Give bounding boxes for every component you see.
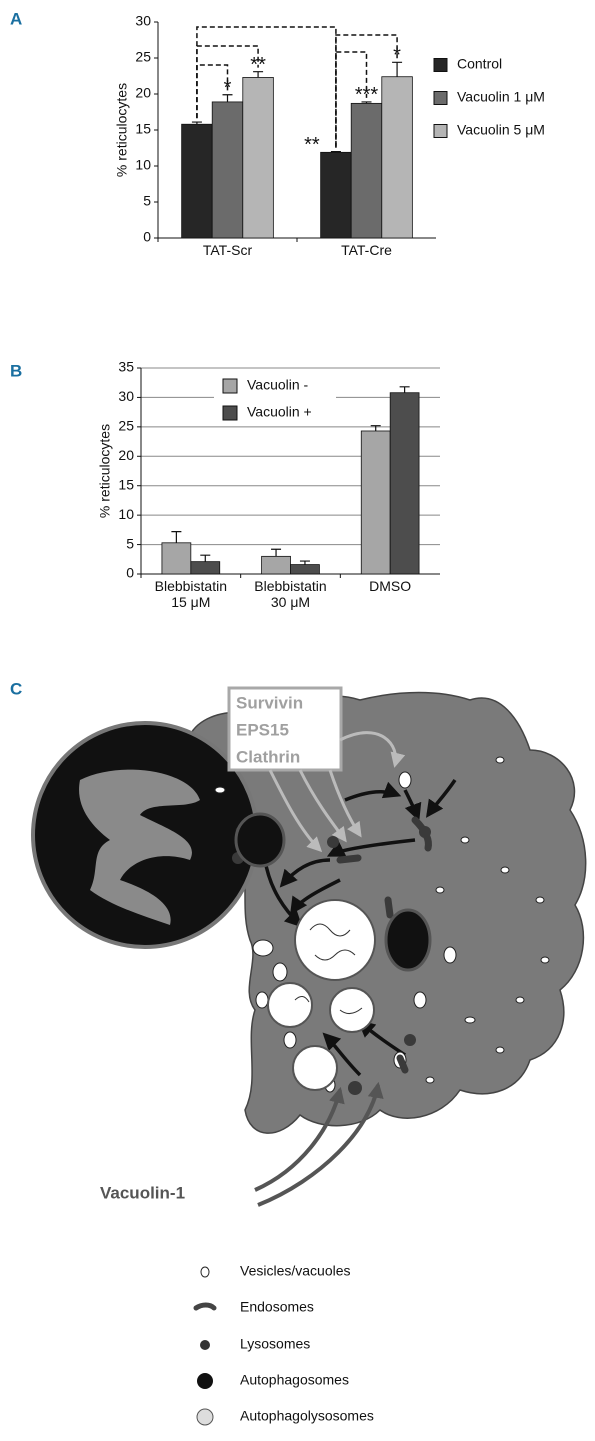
y-tick-label: 25 [135,49,151,65]
box-label: Survivin [236,693,303,712]
error-bar [400,387,410,393]
diagram-legend: Vesicles/vacuoles Endosomes Lysosomes Au… [196,1263,374,1425]
legend-label: Vacuolin + [247,404,312,420]
x-tick-label: TAT-Scr [158,242,297,258]
bar [191,562,220,574]
y-tick-label: 30 [135,13,151,29]
error-bar [200,555,210,561]
significance-mark: ** [250,54,266,76]
y-axis-label: % reticulocytes [97,424,113,518]
bar [182,124,213,238]
y-tick-label: 25 [118,418,134,434]
figure-svg: A B C Survivin EPS15 Clathrin [0,0,595,1441]
bar [212,102,243,238]
bar [382,77,413,238]
error-bar [271,549,281,556]
error-bar [300,561,310,565]
y-tick-label: 0 [126,565,134,581]
y-tick-label: 10 [135,157,151,173]
legend-text: Lysosomes [240,1336,310,1352]
legend-swatch [434,59,447,72]
bar [390,393,419,574]
legend-swatch [223,406,237,420]
legend-text: Vesicles/vacuoles [240,1263,351,1279]
panel-label: C [10,679,22,698]
x-tick-label: TAT-Cre [297,242,436,258]
y-tick-label: 15 [118,476,134,492]
legend-label: Vacuolin 1 μM [457,89,545,105]
y-tick-label: 20 [135,85,151,101]
y-tick-label: 15 [135,121,151,137]
error-bar [171,532,181,543]
significance-mark: *** [355,84,379,106]
bar [291,565,320,574]
bar [361,431,390,574]
legend-label: Vacuolin - [247,377,309,393]
x-tick-label: Blebbistatin 15 μM [141,578,241,610]
diagram: Survivin EPS15 Clathrin [33,688,586,1425]
y-axis-label: % reticulocytes [114,83,130,177]
panel-label: A [10,9,22,28]
bar [351,103,382,238]
y-tick-label: 0 [143,229,151,245]
bar [321,152,352,238]
legend-swatch [223,379,237,393]
significance-mark: ** [304,134,320,156]
x-tick-label: Blebbistatin 30 μM [241,578,341,610]
legend-text: Autophagosomes [240,1372,349,1388]
panel-label: B [10,361,22,380]
y-tick-label: 35 [118,359,134,375]
y-tick-label: 30 [118,388,134,404]
box-label: EPS15 [236,720,289,739]
y-tick-label: 20 [118,447,134,463]
legend-text: Autophagolysosomes [240,1408,374,1424]
bar [243,77,274,238]
bar [162,543,191,574]
legend-swatch [434,92,447,105]
drug-label: Vacuolin-1 [100,1183,185,1202]
legend-label: Vacuolin 5 μM [457,122,545,138]
y-tick-label: 10 [118,506,134,522]
y-tick-label: 5 [126,535,134,551]
significance-mark: * [393,45,401,67]
legend-label: Control [457,56,502,72]
y-tick-label: 5 [143,193,151,209]
legend-swatch [434,125,447,138]
bar [262,556,291,574]
figure: A B C Survivin EPS15 Clathrin [0,0,595,1441]
legend-text: Endosomes [240,1299,314,1315]
box-label: Clathrin [236,747,300,766]
x-tick-label: DMSO [340,578,440,594]
significance-mark: * [224,77,232,99]
